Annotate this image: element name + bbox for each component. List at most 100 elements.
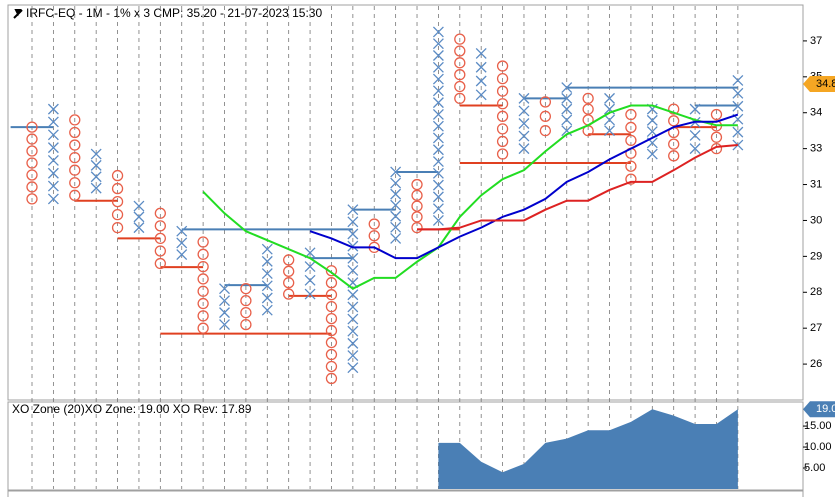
x-symbol: [432, 179, 444, 191]
o-symbol: [668, 115, 680, 127]
o-symbol: [154, 207, 166, 219]
o-symbol: [454, 69, 466, 81]
x-column: [261, 243, 273, 316]
x-symbol: [133, 200, 145, 212]
x-symbol: [47, 180, 59, 192]
x-symbol: [646, 114, 658, 126]
o-symbol: [240, 306, 252, 319]
x-symbol: [646, 126, 658, 138]
o-symbol: [69, 164, 81, 176]
x-symbol: [518, 143, 530, 155]
o-symbol: [240, 318, 252, 331]
x-symbol: [646, 148, 658, 160]
x-symbol: [689, 130, 701, 141]
x-symbol: [732, 87, 744, 99]
indicator-tick-label: 10.00: [804, 441, 832, 453]
o-column: [625, 108, 637, 185]
x-symbol: [347, 350, 359, 361]
o-symbol: [325, 289, 338, 301]
x-symbol: [518, 105, 530, 117]
ma-line: [417, 144, 738, 231]
y-tick-label: 31: [810, 178, 822, 190]
x-symbol: [176, 225, 188, 237]
o-symbol: [454, 33, 466, 45]
indicator-area: [438, 409, 738, 489]
o-column: [197, 236, 209, 334]
x-symbol: [475, 48, 487, 59]
o-symbol: [69, 126, 81, 139]
o-symbol: [539, 96, 552, 108]
o-symbol: [582, 92, 594, 105]
o-symbol: [154, 257, 166, 270]
x-column: [432, 26, 444, 226]
x-symbol: [304, 288, 316, 300]
o-symbol: [26, 193, 38, 205]
x-symbol: [432, 191, 444, 203]
x-symbol: [475, 89, 487, 101]
o-symbol: [325, 348, 338, 361]
x-symbol: [47, 154, 59, 166]
indicator-tag: [803, 401, 835, 418]
o-symbol: [69, 139, 81, 151]
x-symbol: [432, 61, 444, 73]
x-symbol: [432, 156, 444, 168]
o-symbol: [411, 178, 423, 191]
x-symbol: [561, 125, 573, 137]
x-symbol: [732, 126, 744, 138]
o-symbol: [368, 218, 380, 230]
x-symbol: [390, 210, 402, 222]
o-column: [325, 265, 338, 385]
x-symbol: [432, 144, 444, 156]
o-symbol: [411, 200, 423, 212]
o-symbol: [26, 157, 38, 169]
o-symbol: [496, 72, 509, 85]
y-tick-label: 30: [810, 214, 822, 226]
x-symbol: [261, 243, 273, 255]
x-symbol: [604, 125, 615, 137]
o-symbol: [69, 114, 81, 126]
o-symbol: [496, 148, 509, 160]
x-symbol: [604, 114, 615, 126]
o-symbol: [625, 108, 637, 121]
x-symbol: [261, 280, 273, 292]
o-symbol: [325, 336, 338, 349]
x-symbol: [347, 301, 359, 313]
x-symbol: [432, 214, 444, 226]
x-column: [604, 92, 615, 137]
x-symbol: [261, 292, 273, 304]
o-symbol: [325, 265, 338, 277]
y-tick-label: 27: [810, 322, 822, 334]
x-symbol: [689, 103, 701, 115]
o-symbol: [325, 360, 338, 373]
x-symbol: [475, 75, 487, 87]
o-column: [283, 254, 295, 300]
o-column: [496, 60, 509, 160]
x-symbol: [261, 304, 273, 316]
x-symbol: [432, 97, 444, 109]
indicator-tick-label: 15.00: [804, 420, 832, 432]
x-symbol: [347, 228, 359, 240]
o-symbol: [625, 134, 637, 147]
x-symbol: [518, 118, 530, 129]
o-column: [240, 283, 252, 331]
x-symbol: [432, 120, 444, 132]
indicator-tick-label: 5.00: [804, 462, 825, 474]
o-symbol: [496, 123, 509, 135]
x-symbol: [47, 103, 59, 115]
o-column: [668, 103, 680, 162]
x-symbol: [219, 319, 230, 331]
y-tick-label: 29: [810, 250, 822, 262]
x-column: [561, 82, 573, 137]
x-symbol: [518, 92, 530, 104]
y-tick-label: 28: [810, 286, 822, 298]
x-symbol: [390, 177, 402, 189]
x-symbol: [432, 50, 444, 61]
x-symbol: [561, 92, 573, 104]
indicator-tag-label: 19.0: [816, 403, 835, 415]
o-symbol: [197, 322, 209, 334]
x-symbol: [518, 130, 530, 142]
x-symbol: [390, 188, 402, 200]
x-symbol: [432, 108, 444, 120]
o-symbol: [69, 151, 81, 164]
